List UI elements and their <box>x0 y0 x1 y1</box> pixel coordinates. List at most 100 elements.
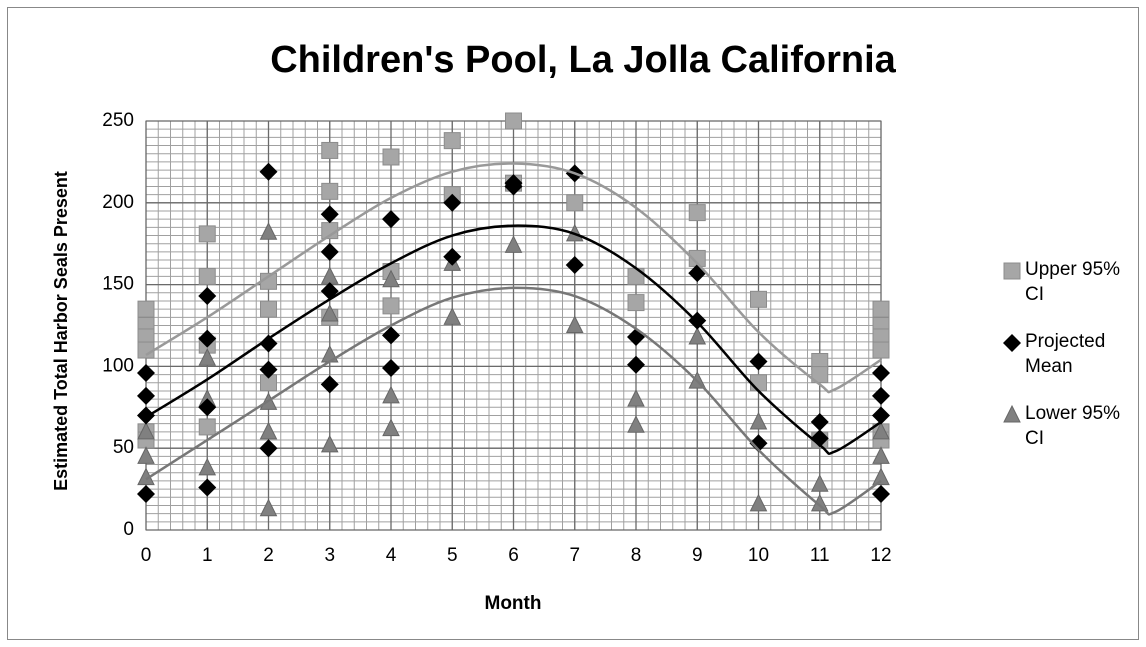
marker-triangle <box>382 269 400 288</box>
marker-diamond <box>320 205 339 224</box>
marker-triangle <box>137 446 155 464</box>
legend-entry: Projected Mean <box>1002 329 1132 379</box>
marker-triangle <box>627 415 645 433</box>
marker-triangle <box>872 467 890 486</box>
marker-triangle <box>504 235 523 253</box>
x-tick-label: 6 <box>508 545 519 566</box>
marker-diamond <box>872 363 890 382</box>
marker-square <box>443 132 461 150</box>
marker-diamond <box>504 177 523 196</box>
x-tick-label: 7 <box>569 545 580 566</box>
marker-diamond <box>872 485 890 504</box>
y-tick-label: 150 <box>102 274 134 295</box>
marker-diamond <box>1003 334 1021 352</box>
marker-triangle <box>320 434 339 453</box>
x-axis-title: Month <box>485 593 542 614</box>
marker-triangle <box>259 498 278 517</box>
marker-square <box>137 341 155 359</box>
marker-triangle <box>320 303 339 322</box>
marker-square <box>198 418 216 436</box>
trend-line <box>145 162 882 394</box>
marker-triangle <box>749 493 768 512</box>
trend-line <box>145 286 882 516</box>
legend-label: Upper 95% CI <box>1025 259 1121 305</box>
marker-square <box>872 341 890 359</box>
marker-diamond <box>259 162 278 181</box>
marker-diamond <box>198 478 217 497</box>
y-tick-label: 50 <box>113 437 134 458</box>
marker-diamond <box>443 193 462 212</box>
marker-square <box>688 204 706 222</box>
marker-triangle <box>382 418 400 437</box>
marker-diamond <box>320 242 339 261</box>
marker-square <box>260 300 277 318</box>
marker-diamond <box>198 398 217 417</box>
marker-diamond <box>198 329 217 348</box>
legend-label: Lower 95% CI <box>1025 403 1121 449</box>
y-tick-label: 200 <box>102 192 134 213</box>
marker-triangle <box>198 348 217 366</box>
x-tick-label: 2 <box>263 545 274 566</box>
legend-icon <box>1003 262 1021 280</box>
marker-square <box>872 300 890 318</box>
x-tick-label: 10 <box>748 545 769 566</box>
marker-diamond <box>749 352 768 371</box>
marker-diamond <box>320 375 339 394</box>
marker-diamond <box>749 434 768 453</box>
chart-title: Children's Pool, La Jolla California <box>270 39 896 81</box>
marker-triangle <box>137 421 155 440</box>
marker-diamond <box>872 386 890 405</box>
x-tick-label: 4 <box>386 545 397 566</box>
marker-triangle <box>259 421 278 440</box>
marker-diamond <box>137 406 155 425</box>
marker-diamond <box>382 359 400 378</box>
x-tick-label: 12 <box>870 545 891 566</box>
legend-entry: Lower 95% CI <box>1002 401 1132 451</box>
x-tick-label: 9 <box>692 545 703 566</box>
marker-diamond <box>259 439 278 458</box>
marker-triangle <box>627 389 645 407</box>
legend-entry: Upper 95% CI <box>1002 257 1132 307</box>
marker-triangle <box>259 222 278 240</box>
x-tick-label: 3 <box>324 545 335 566</box>
marker-diamond <box>198 287 217 306</box>
marker-square <box>627 294 645 312</box>
marker-square <box>198 225 216 243</box>
marker-square <box>811 366 829 384</box>
marker-triangle <box>749 411 768 430</box>
marker-diamond <box>259 334 278 353</box>
marker-diamond <box>382 326 400 345</box>
trend-line <box>145 224 882 455</box>
marker-triangle <box>872 446 890 464</box>
x-tick-label: 1 <box>202 545 213 566</box>
marker-triangle <box>382 385 400 404</box>
y-tick-label: 100 <box>102 355 134 376</box>
legend-icon <box>1003 405 1021 423</box>
marker-triangle <box>688 326 707 345</box>
y-tick-label: 0 <box>123 519 134 540</box>
marker-square <box>321 141 339 159</box>
marker-square <box>750 290 767 308</box>
marker-square <box>382 297 400 315</box>
marker-triangle <box>565 315 584 333</box>
marker-square <box>198 267 216 285</box>
y-axis-title: Estimated Total Harbor Seals Present <box>51 171 71 491</box>
marker-square <box>382 148 400 166</box>
marker-diamond <box>137 386 155 405</box>
marker-triangle <box>810 474 829 492</box>
legend-icon <box>1003 334 1021 352</box>
marker-triangle <box>198 457 217 476</box>
marker-square <box>505 112 522 130</box>
x-tick-label: 5 <box>447 545 458 566</box>
marker-diamond <box>137 485 155 504</box>
marker-triangle <box>1003 405 1021 423</box>
marker-diamond <box>810 413 829 432</box>
x-tick-label: 0 <box>141 545 152 566</box>
marker-square <box>1003 262 1021 280</box>
marker-square <box>137 300 155 318</box>
marker-triangle <box>872 421 890 440</box>
marker-diamond <box>627 355 645 374</box>
marker-diamond <box>259 360 278 379</box>
